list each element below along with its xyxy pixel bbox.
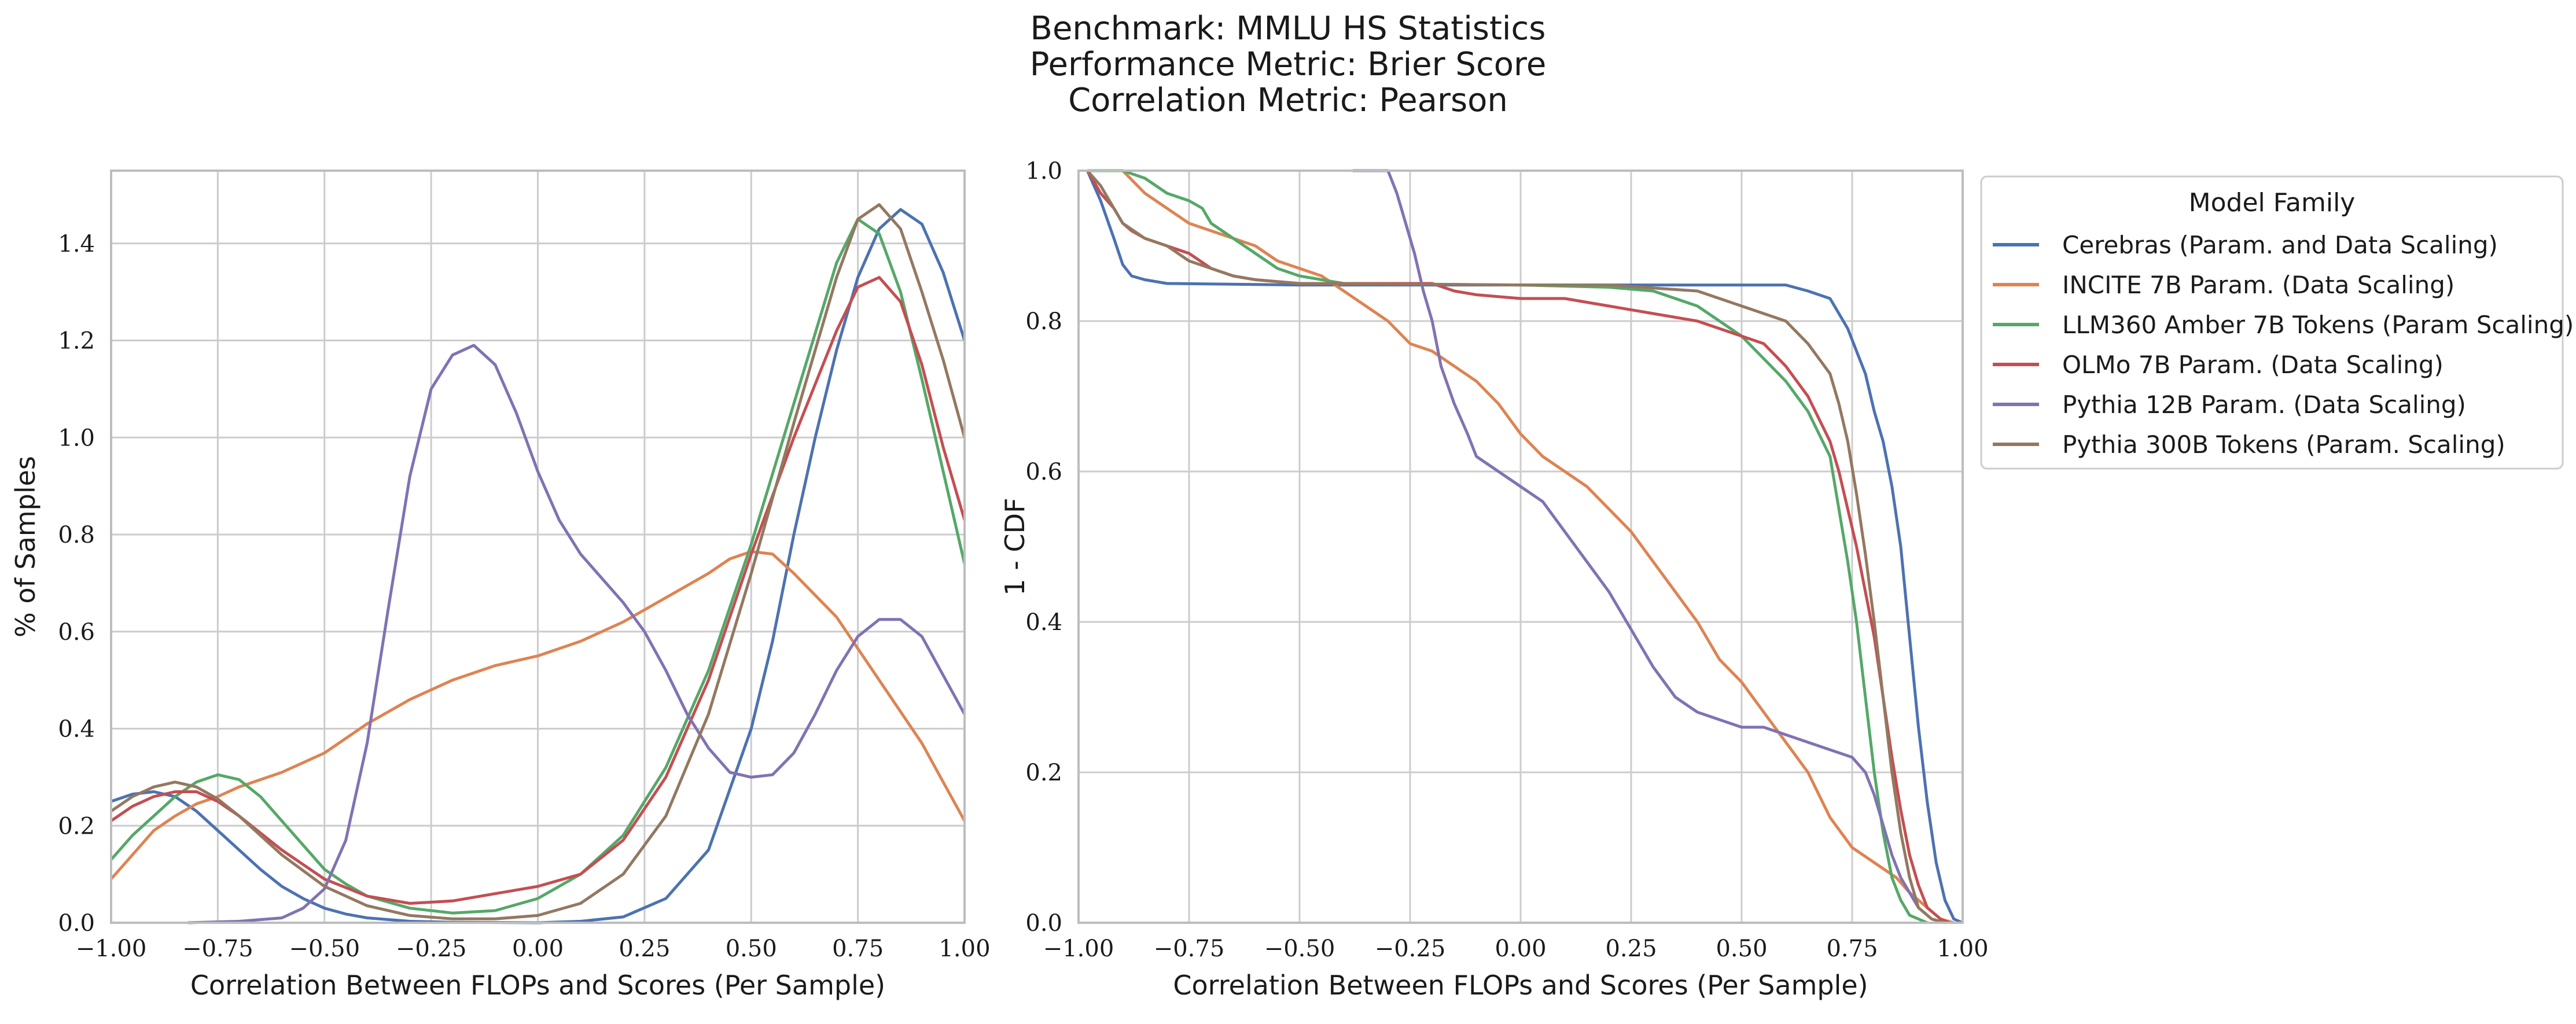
x-tick-label: 1.00 bbox=[939, 935, 990, 962]
plot-frame bbox=[110, 170, 966, 924]
x-tick-label: −0.75 bbox=[182, 935, 253, 962]
y-tick-label: 0.0 bbox=[1025, 910, 1062, 937]
x-axis-label: Correlation Between FLOPs and Scores (Pe… bbox=[190, 970, 885, 1001]
x-tick-label: −1.00 bbox=[1043, 935, 1114, 962]
legend-entry-label: INCITE 7B Param. (Data Scaling) bbox=[2062, 271, 2454, 299]
x-tick-label: 0.50 bbox=[1716, 935, 1767, 962]
x-tick-label: 0.25 bbox=[619, 935, 670, 962]
legend-entry-label: Pythia 300B Tokens (Param. Scaling) bbox=[2062, 430, 2505, 459]
series-line-cerebras bbox=[1086, 170, 1963, 924]
y-tick-label: 0.2 bbox=[58, 813, 95, 839]
series-line-pythia12b bbox=[1352, 169, 1946, 924]
series-line-pythia300b bbox=[1086, 170, 1946, 924]
x-tick-label: 0.00 bbox=[1495, 935, 1546, 962]
x-tick-label: 0.50 bbox=[726, 935, 777, 962]
legend-frame bbox=[1980, 175, 2564, 470]
plot-frame bbox=[1077, 170, 1964, 924]
y-tick-label: 0.6 bbox=[58, 619, 95, 646]
legend-entry-label: Cerebras (Param. and Data Scaling) bbox=[2062, 231, 2498, 259]
y-tick-label: 0.0 bbox=[58, 910, 95, 937]
x-tick-label: −0.75 bbox=[1154, 935, 1225, 962]
y-tick-label: 0.4 bbox=[1025, 609, 1062, 636]
kde-plot: −1.00 −0.75 −0.50 −0.25 0.00 0.25 0.50 0.75 1.00… bbox=[10, 170, 991, 1001]
x-tick-label: 0.75 bbox=[832, 935, 884, 962]
x-tick-label: −0.50 bbox=[1264, 935, 1335, 962]
x-tick-label: 0.25 bbox=[1605, 935, 1657, 962]
title-line-2: Performance Metric: Brier Score bbox=[1030, 46, 1547, 83]
y-tick-label: 1.0 bbox=[1025, 158, 1062, 185]
y-tick-label: 0.8 bbox=[1025, 308, 1062, 335]
x-axis-label: Correlation Between FLOPs and Scores (Pe… bbox=[1173, 970, 1868, 1001]
series-line-amber bbox=[1087, 169, 1928, 924]
x-tick-label: −0.50 bbox=[289, 935, 360, 962]
x-tick-label: −0.25 bbox=[1375, 935, 1446, 962]
y-tick-label: 1.4 bbox=[58, 231, 95, 257]
title-line-1: Benchmark: MMLU HS Statistics bbox=[1031, 10, 1546, 47]
figure-title: Benchmark: MMLU HS Statistics Performanc… bbox=[1030, 10, 1547, 119]
y-axis-label: 1 - CDF bbox=[999, 498, 1031, 595]
legend-entry-label: Pythia 12B Param. (Data Scaling) bbox=[2062, 391, 2466, 419]
x-tick-label: −1.00 bbox=[76, 935, 147, 962]
y-axis-label: % of Samples bbox=[10, 456, 41, 638]
y-tick-label: 0.4 bbox=[58, 716, 95, 743]
series-line-incite bbox=[1087, 169, 1955, 924]
series-line-pythia300b bbox=[110, 203, 966, 920]
x-tick-label: 1.00 bbox=[1937, 935, 1988, 962]
x-tick-label: 0.00 bbox=[512, 935, 564, 962]
legend-title: Model Family bbox=[2189, 188, 2356, 218]
series-line-incite bbox=[110, 550, 966, 881]
y-tick-label: 1.2 bbox=[58, 328, 95, 355]
y-tick-label: 1.0 bbox=[58, 425, 95, 451]
x-tick-label: −0.25 bbox=[396, 935, 467, 962]
title-line-3: Correlation Metric: Pearson bbox=[1068, 82, 1508, 119]
legend: Model Family Cerebras (Param. and Data Sc… bbox=[1980, 175, 2574, 470]
legend-entry-label: LLM360 Amber 7B Tokens (Param Scaling) bbox=[2062, 311, 2574, 339]
y-tick-label: 0.8 bbox=[58, 522, 95, 548]
x-tick-label: 0.75 bbox=[1826, 935, 1878, 962]
series-line-olmo bbox=[110, 276, 966, 905]
legend-entry-label: OLMo 7B Param. (Data Scaling) bbox=[2062, 351, 2443, 379]
y-tick-label: 0.6 bbox=[1025, 459, 1062, 485]
survival-plot: −1.00 −0.75 −0.50 −0.25 0.00 0.25 0.50 0.75 1.00… bbox=[999, 158, 1989, 1001]
y-tick-label: 0.2 bbox=[1025, 760, 1062, 786]
series-line-amber bbox=[110, 218, 966, 915]
series-line-pythia12b bbox=[187, 344, 966, 924]
